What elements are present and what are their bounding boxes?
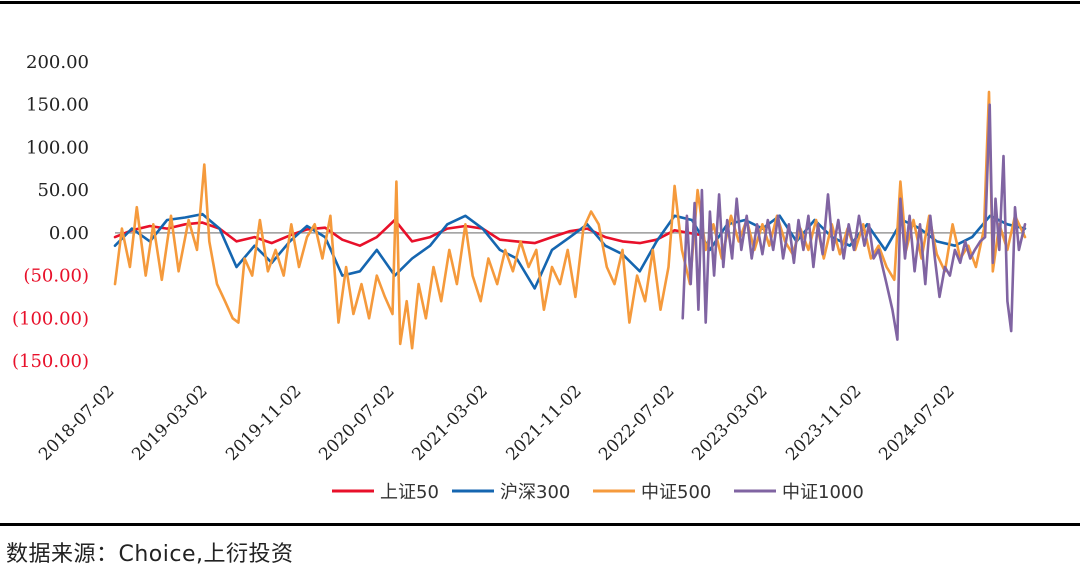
y-tick-label: 200.00 — [26, 52, 89, 73]
y-tick-label: (100.00) — [12, 308, 89, 329]
y-tick-label: 0.00 — [49, 223, 89, 244]
top-border-rule — [0, 1, 1080, 4]
x-tick-label: 2024-07-02 — [875, 381, 958, 464]
x-tick-label: 2019-11-02 — [222, 381, 305, 464]
x-tick-label: 2021-11-02 — [502, 381, 585, 464]
x-tick-label: 2019-03-02 — [128, 381, 211, 464]
y-tick-label: (150.00) — [12, 351, 89, 372]
chart-plot: 200.00 150.00 100.00 50.00 0.00 (50.00) (100.0… — [12, 52, 1027, 503]
series-line-3 — [113, 90, 1027, 350]
y-tick-label: (50.00) — [23, 266, 89, 287]
x-tick-label: 2021-03-02 — [408, 381, 491, 464]
legend-label: 中证1000 — [782, 482, 864, 503]
series-line-2 — [113, 212, 1027, 290]
series-line-1 — [113, 218, 700, 247]
legend-label: 中证500 — [641, 482, 711, 503]
series-line-4 — [681, 103, 1027, 341]
x-tick-label: 2023-11-02 — [782, 381, 865, 464]
x-tick-label: 2018-07-02 — [35, 381, 118, 464]
source-note: 数据来源：Choice,上衍投资 — [6, 542, 294, 567]
x-tick-label: 2023-03-02 — [688, 381, 771, 464]
legend-label: 沪深300 — [500, 482, 570, 503]
x-tick-label: 2020-07-02 — [315, 381, 398, 464]
y-tick-label: 100.00 — [26, 137, 89, 158]
y-tick-label: 150.00 — [26, 95, 89, 116]
y-tick-label: 50.00 — [37, 180, 89, 201]
bottom-border-rule — [0, 523, 1080, 526]
legend-label: 上证50 — [380, 482, 439, 503]
x-tick-label: 2022-07-02 — [595, 381, 678, 464]
